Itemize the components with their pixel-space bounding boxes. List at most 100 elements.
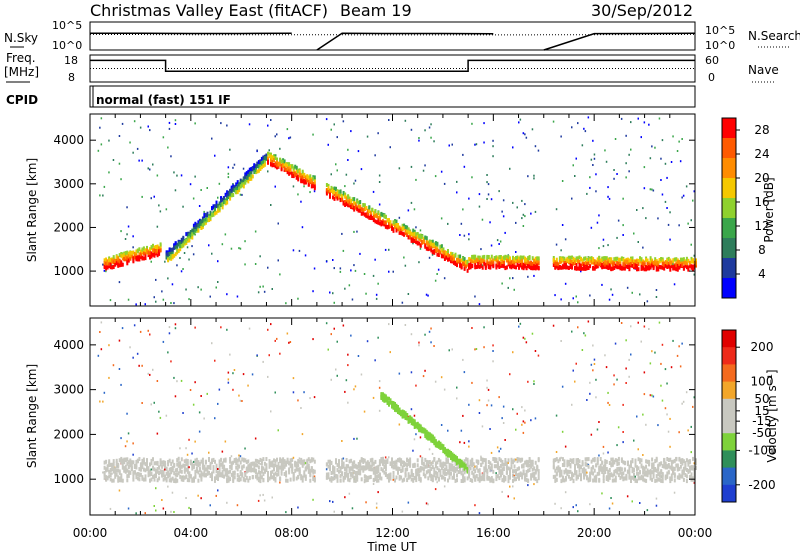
scatter-cell [596, 428, 599, 431]
trace-cell [400, 469, 403, 473]
scatter-cell [286, 128, 289, 131]
trace-cell [120, 476, 123, 481]
scatter-cell [259, 255, 261, 258]
trace-cell [531, 462, 534, 467]
trace-cell [478, 260, 481, 265]
trace-cell [197, 228, 200, 233]
trace-cell [291, 466, 294, 471]
trace-cell [453, 475, 455, 480]
trace-cell [260, 461, 263, 466]
trace-cell [333, 466, 336, 471]
trace-cell [622, 258, 625, 263]
trace-cell [384, 471, 387, 476]
scatter-cell [348, 492, 351, 495]
trace-cell [256, 459, 259, 464]
trace-cell [448, 462, 451, 467]
trace-cell [607, 477, 610, 482]
trace-cell [622, 262, 625, 267]
trace-cell [123, 252, 126, 257]
trace-cell [345, 464, 348, 469]
trace-cell [336, 190, 339, 195]
trace-cell [555, 466, 558, 471]
trace-cell [156, 244, 159, 249]
trace-cell [155, 249, 157, 254]
trace-cell [431, 434, 434, 439]
scatter-cell [138, 364, 140, 367]
trace-cell [451, 452, 454, 457]
scatter-cell [434, 380, 437, 383]
trace-cell [189, 474, 192, 479]
trace-cell [304, 474, 307, 479]
trace-cell [616, 467, 619, 472]
trace-cell [658, 258, 661, 262]
trace-cell [516, 262, 519, 267]
trace-cell [200, 225, 203, 230]
trace-cell [676, 267, 679, 272]
trace-cell [515, 258, 517, 263]
scatter-cell [415, 226, 417, 229]
trace-cell [103, 465, 106, 470]
trace-cell [598, 478, 601, 483]
trace-cell [105, 477, 108, 482]
scatter-cell [443, 388, 446, 391]
trace-cell [212, 469, 215, 474]
trace-cell [313, 184, 316, 189]
freq-left-tick-bottom: 8 [68, 71, 75, 84]
trace-cell [380, 476, 383, 481]
trace-cell [495, 477, 498, 482]
trace-cell [303, 459, 306, 464]
trace-cell [111, 463, 114, 468]
trace-cell [273, 473, 275, 478]
trace-cell [525, 459, 528, 464]
scatter-cell [501, 210, 503, 213]
power-colorbar-label: Power [dB] [762, 177, 776, 242]
trace-cell [209, 461, 212, 466]
trace-cell [628, 262, 631, 267]
scatter-cell [651, 394, 653, 397]
trace-cell [493, 256, 496, 260]
trace-cell [471, 463, 474, 467]
scatter-cell [303, 391, 305, 394]
trace-cell [111, 265, 114, 270]
scatter-cell [478, 303, 481, 306]
trace-cell [170, 467, 173, 471]
trace-cell [330, 478, 333, 483]
trace-cell [209, 215, 212, 220]
trace-cell [271, 469, 274, 474]
scatter-cell [230, 455, 233, 458]
trace-cell [133, 255, 136, 260]
trace-cell [403, 412, 406, 417]
trace-cell [251, 461, 254, 466]
scatter-cell [652, 189, 655, 192]
trace-cell [483, 477, 486, 482]
scatter-cell [372, 190, 375, 193]
scatter-cell [681, 196, 683, 199]
scatter-cell [224, 440, 227, 443]
trace-cell [589, 264, 592, 269]
power-colorbar-swatch [722, 118, 736, 139]
scatter-cell [496, 446, 499, 449]
trace-cell [356, 477, 359, 482]
scatter-cell [313, 267, 316, 270]
trace-cell [450, 471, 452, 476]
trace-cell [195, 461, 198, 466]
trace-cell [474, 255, 477, 260]
trace-cell [450, 456, 452, 460]
scatter-cell [498, 396, 500, 399]
scatter-cell [263, 290, 266, 293]
trace-cell [123, 460, 126, 465]
scatter-cell [639, 502, 641, 504]
scatter-cell [156, 432, 159, 435]
trace-cell [468, 471, 471, 476]
power-colorbar-swatch [722, 238, 736, 259]
scatter-cell [512, 485, 514, 488]
trace-cell [380, 459, 383, 464]
trace-cell [648, 461, 651, 466]
scatter-cell [144, 512, 146, 515]
scatter-cell [267, 170, 269, 173]
trace-cell [675, 263, 678, 268]
trace-cell [613, 266, 616, 270]
trace-cell [384, 220, 387, 225]
trace-cell [639, 470, 641, 475]
scatter-cell [351, 507, 354, 510]
